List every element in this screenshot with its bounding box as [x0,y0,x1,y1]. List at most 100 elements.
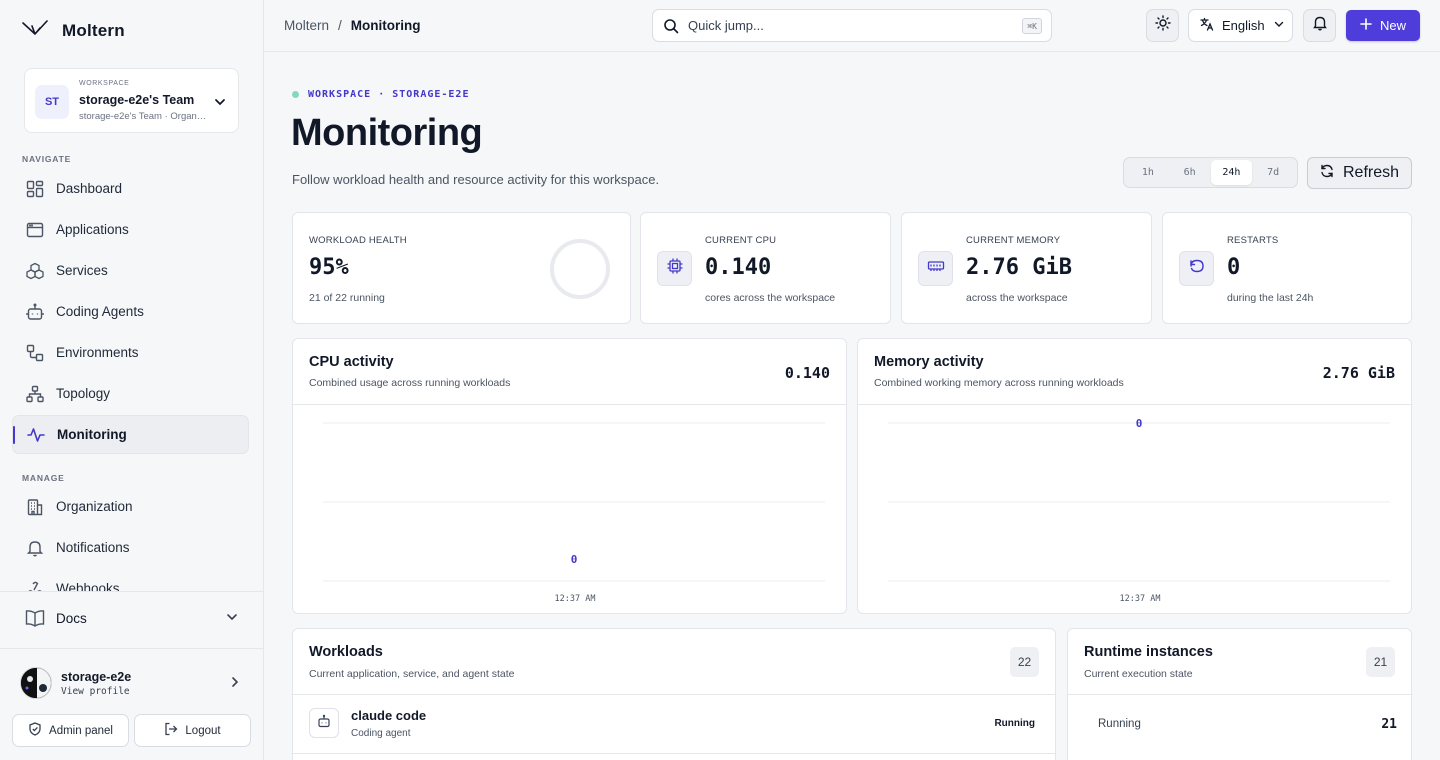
stat-label: CURRENT CPU [705,235,777,246]
notifications-button[interactable] [1303,9,1336,42]
chart-card-memory: Memory activity Combined working memory … [857,338,1412,614]
book-icon [25,608,45,628]
sidebar-item-label: Topology [56,386,111,401]
sidebar-divider [0,648,263,649]
range-option-1h[interactable]: 1h [1141,167,1154,178]
stat-value: 2.76 GiB [966,255,1072,280]
runtime-state-value: 21 [1381,717,1397,732]
sidebar-item-label: Dashboard [56,181,123,196]
chart-card-cpu: CPU activity Combined usage across runni… [292,338,847,614]
page-kicker-text: WORKSPACE · STORAGE-E2E [308,89,470,100]
avatar [20,667,52,699]
row-divider [293,753,1055,754]
range-option-6h[interactable]: 6h [1183,167,1196,178]
sidebar-divider [0,591,263,592]
refresh-label: Refresh [1342,164,1400,181]
sidebar-item-label: Applications [56,222,129,237]
shield-icon [28,722,42,739]
stat-label: CURRENT MEMORY [966,235,1061,246]
language-select[interactable]: English [1188,9,1293,42]
status-badge: Running [994,718,1035,729]
quick-jump[interactable]: ⌘K [652,9,1052,42]
language-label: English [1222,18,1265,33]
shortcut-hint: ⌘K [1022,18,1042,34]
moltern-logo-icon [22,19,48,43]
sidebar-item-monitoring[interactable]: Monitoring [12,415,249,454]
workspace-kicker: WORKSPACE [79,80,130,87]
stat-sub: cores across the workspace [705,292,836,304]
x-tick-label: 12:37 AM [1120,594,1161,604]
chart-divider [858,404,1411,405]
stat-sub: during the last 24h [1227,292,1314,304]
profile-link[interactable]: storage-e2e View profile [20,665,244,701]
new-label: New [1379,18,1406,33]
count-badge: 21 [1366,647,1395,677]
card-title: Runtime instances [1084,644,1213,660]
sidebar-item-webhooks[interactable]: Webhooks [12,569,249,591]
sidebar-item-dashboard[interactable]: Dashboard [12,169,249,208]
data-point: 0 [1136,417,1143,430]
admin-panel-button[interactable]: Admin panel [12,714,129,747]
stat-value: 0.140 [705,255,772,280]
robot-icon [25,302,45,322]
theme-toggle-button[interactable] [1146,9,1179,42]
restart-icon [1188,257,1206,280]
sidebar-item-topology[interactable]: Topology [12,374,249,413]
breadcrumb-item-current: Monitoring [350,18,421,33]
nav-section-manage: MANAGE [22,473,65,483]
card-divider [293,694,1055,695]
sidebar-item-label: Environments [56,345,139,360]
sidebar-item-services[interactable]: Services [12,251,249,290]
profile-name: storage-e2e [61,670,132,684]
breadcrumb-separator: / [338,18,342,33]
stat-value: 0 [1227,255,1241,280]
chart-divider [293,404,846,405]
search-icon [663,18,679,39]
brand[interactable]: Moltern [22,18,125,44]
chart-current-value: 0.140 [784,364,830,382]
table-row[interactable]: claude code Coding agent Running [293,695,1055,753]
card-title: Workloads [309,644,383,660]
nav-main: Dashboard Applications Services Coding A… [12,169,249,456]
activity-icon [26,425,46,445]
page-kicker: WORKSPACE · STORAGE-E2E [292,89,469,100]
refresh-button[interactable]: Refresh [1307,157,1412,189]
sidebar-item-notifications[interactable]: Notifications [12,528,249,567]
search-input[interactable] [688,18,1008,33]
bell-icon [1312,15,1328,36]
stat-card-current-memory: CURRENT MEMORY 2.76 GiB across the works… [901,212,1152,324]
dashboard-icon [25,179,45,199]
chevron-down-icon [214,95,226,113]
environments-icon [25,343,45,363]
runtime-instances-card: Runtime instances Current execution stat… [1067,628,1412,760]
range-option-24h[interactable]: 24h [1210,160,1253,185]
workloads-card: Workloads Current application, service, … [292,628,1056,760]
workspace-switcher[interactable]: ST WORKSPACE storage-e2e's Team storage-… [24,68,239,133]
workspace-name: storage-e2e's Team [79,93,195,107]
sidebar-item-docs[interactable]: Docs [12,600,249,636]
sidebar-item-organization[interactable]: Organization [12,487,249,526]
admin-panel-label: Admin panel [49,724,113,737]
page-description: Follow workload health and resource acti… [292,172,660,187]
workspace-avatar: ST [35,85,69,119]
sidebar-item-label: Monitoring [57,427,127,442]
sidebar-item-environments[interactable]: Environments [12,333,249,372]
webhook-icon [25,579,45,591]
new-button[interactable]: New [1346,10,1420,41]
logout-button[interactable]: Logout [134,714,251,747]
chart-current-value: 2.76 GiB [1322,364,1395,382]
sidebar-item-applications[interactable]: Applications [12,210,249,249]
sidebar-item-label: Coding Agents [56,304,144,319]
runtime-state-label: Running [1098,718,1141,730]
stat-icon-box [657,251,692,286]
breadcrumb: Moltern / Monitoring [284,18,421,33]
card-divider [1068,694,1411,695]
cpu-icon [666,257,684,280]
breadcrumb-item-root[interactable]: Moltern [284,18,330,33]
sidebar-item-coding-agents[interactable]: Coding Agents [12,292,249,331]
chart-subtitle: Combined usage across running workloads [309,377,511,389]
card-subtitle: Current execution state [1084,668,1193,680]
services-icon [25,261,45,281]
profile-sub: View profile [61,686,130,697]
range-option-7d[interactable]: 7d [1267,167,1280,178]
